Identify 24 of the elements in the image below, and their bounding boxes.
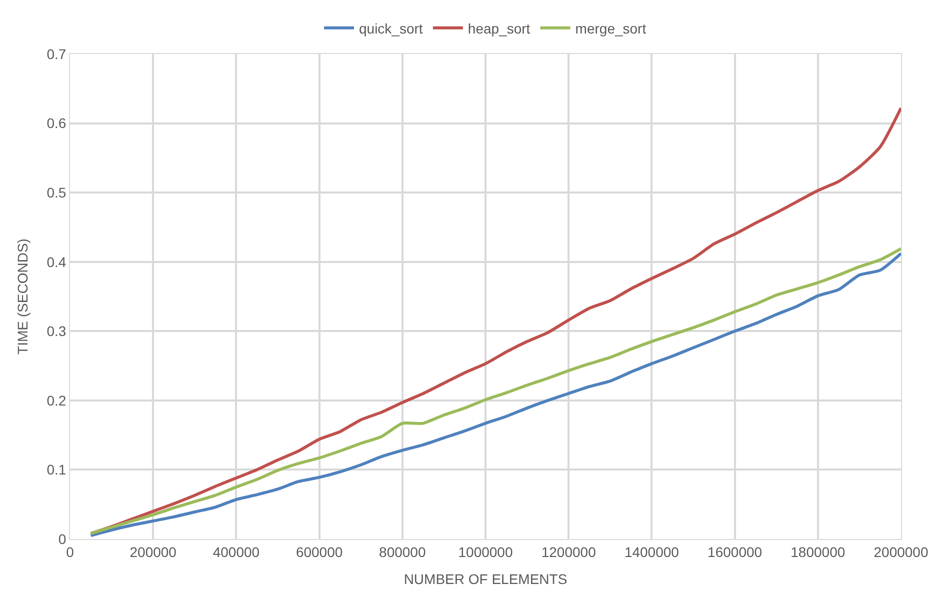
x-tick-label: 2000000 xyxy=(874,544,928,560)
x-axis-title: NUMBER OF ELEMENTS xyxy=(404,571,568,588)
x-tick-label: 800000 xyxy=(379,544,426,560)
y-tick-label: 0.2 xyxy=(46,392,66,408)
legend-label: quick_sort xyxy=(359,20,423,36)
y-axis-title: TIME (SECONDS) xyxy=(14,238,30,354)
x-tick-label: 1600000 xyxy=(708,544,762,560)
line-series xyxy=(89,106,901,535)
y-tick-label: 0.4 xyxy=(46,254,66,270)
x-tick-label: 1400000 xyxy=(624,544,680,560)
legend-label: heap_sort xyxy=(468,20,530,36)
y-tick-label: 0 xyxy=(58,530,66,547)
y-tick-label: 0.6 xyxy=(46,115,66,132)
x-tick-label: 1800000 xyxy=(790,544,846,560)
x-tick-label: 400000 xyxy=(212,544,260,560)
legend-label: merge_sort xyxy=(575,20,646,36)
x-tick-label: 600000 xyxy=(296,544,343,560)
y-tick-label: 0.3 xyxy=(46,323,66,340)
y-tick-label: 0.1 xyxy=(46,462,66,478)
x-tick-label: 1200000 xyxy=(541,544,596,560)
y-tick-label: 0.7 xyxy=(46,46,66,62)
x-tick-label: 1000000 xyxy=(458,544,513,560)
x-tick-label: 200000 xyxy=(130,544,177,560)
y-tick-label: 0.5 xyxy=(46,184,66,200)
